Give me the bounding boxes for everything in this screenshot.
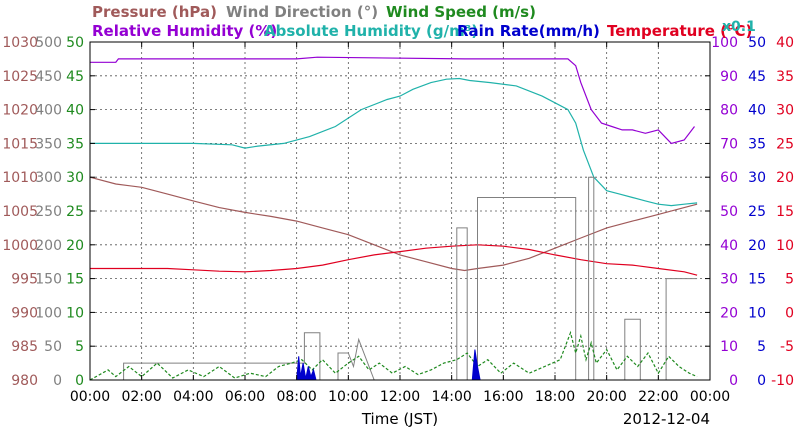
y-tick-label-wind-speed: 35 [66, 136, 84, 152]
y-tick-label-pressure: 985 [11, 339, 38, 355]
legend-absolute-humidity: Absolute Humidity (g/m³) [264, 22, 478, 40]
x-tick-label: 16:00 [483, 389, 523, 405]
y-tick-label-wind-speed: 40 [66, 103, 84, 119]
y-tick-label-relative-humidity: 90 [720, 69, 738, 85]
y-tick-label-rain-rate: 35 [748, 136, 766, 152]
y-tick-label-relative-humidity: 0 [729, 373, 738, 389]
y-tick-label-temperature: 40 [776, 35, 794, 51]
y-tick-label-wind-speed: 30 [66, 170, 84, 186]
y-tick-label-wind-direction: 500 [35, 35, 62, 51]
y-tick-label-relative-humidity: 30 [720, 272, 738, 288]
series-rain-rate-area [296, 349, 481, 381]
y-tick-label-temperature: 10 [776, 238, 794, 254]
y-tick-label-temperature: -10 [771, 373, 794, 389]
date-label: 2012-12-04 [623, 410, 710, 428]
y-tick-label-pressure: 1020 [2, 103, 38, 119]
y-tick-label-temperature: 20 [776, 170, 794, 186]
y-tick-label-pressure: 990 [11, 305, 38, 321]
y-tick-label-relative-humidity: 80 [720, 103, 738, 119]
y-tick-label-temperature: 35 [776, 69, 794, 85]
x-tick-label: 00:00 [690, 389, 730, 405]
y-tick-label-rain-rate: 40 [748, 103, 766, 119]
legend-wind-direction: Wind Direction (°) [226, 3, 378, 21]
y-tick-label-relative-humidity: 10 [720, 339, 738, 355]
y-tick-label-rain-rate: 25 [748, 204, 766, 220]
rain-scale-note: x0.1 [722, 19, 756, 35]
y-tick-label-wind-speed: 15 [66, 272, 84, 288]
y-tick-label-temperature: 25 [776, 136, 794, 152]
y-tick-label-relative-humidity: 70 [720, 136, 738, 152]
x-tick-label: 08:00 [276, 389, 316, 405]
y-tick-label-temperature: 0 [785, 305, 794, 321]
y-tick-label-rain-rate: 10 [748, 305, 766, 321]
y-tick-label-pressure: 1005 [2, 204, 38, 220]
y-tick-label-relative-humidity: 100 [711, 35, 738, 51]
y-tick-label-wind-speed: 45 [66, 69, 84, 85]
y-tick-label-pressure: 1000 [2, 238, 38, 254]
y-tick-label-wind-direction: 100 [35, 305, 62, 321]
y-tick-label-wind-speed: 25 [66, 204, 84, 220]
legend-relative-humidity: Relative Humidity (%) [92, 22, 277, 40]
y-tick-label-rain-rate: 15 [748, 272, 766, 288]
y-tick-label-wind-speed: 0 [75, 373, 84, 389]
x-tick-label: 20:00 [586, 389, 626, 405]
y-tick-label-pressure: 995 [11, 272, 38, 288]
y-tick-label-temperature: 30 [776, 103, 794, 119]
y-tick-label-rain-rate: 30 [748, 170, 766, 186]
y-tick-label-pressure: 1025 [2, 69, 38, 85]
y-tick-label-wind-direction: 250 [35, 204, 62, 220]
series-temperature-line [90, 244, 698, 276]
series-wind-speed-line [89, 330, 698, 381]
legend-pressure: Pressure (hPa) [92, 3, 217, 21]
y-tick-label-wind-speed: 5 [75, 339, 84, 355]
y-tick-label-wind-direction: 50 [44, 339, 62, 355]
y-tick-label-wind-direction: 150 [35, 272, 62, 288]
x-tick-label: 14:00 [431, 389, 471, 405]
legend-temperature: Temperature (°C) [607, 22, 752, 40]
y-tick-label-wind-direction: 400 [35, 103, 62, 119]
y-tick-label-temperature: 5 [785, 272, 794, 288]
y-tick-label-wind-direction: 0 [53, 373, 62, 389]
y-tick-label-relative-humidity: 60 [720, 170, 738, 186]
x-tick-label: 02:00 [121, 389, 161, 405]
series-wind-speed-line [90, 77, 698, 207]
x-tick-label: 06:00 [225, 389, 265, 405]
y-tick-label-relative-humidity: 20 [720, 305, 738, 321]
y-tick-label-pressure: 1010 [2, 170, 38, 186]
y-tick-label-rain-rate: 5 [757, 339, 766, 355]
y-tick-label-wind-direction: 450 [35, 69, 62, 85]
y-tick-label-pressure: 1015 [2, 136, 38, 152]
y-tick-label-rain-rate: 50 [748, 35, 766, 51]
y-tick-label-wind-direction: 300 [35, 170, 62, 186]
x-tick-label: 04:00 [173, 389, 213, 405]
x-axis-label: Time (JST) [361, 410, 438, 428]
legend-rain-rate: Rain Rate(mm/h) [457, 22, 600, 40]
x-tick-label: 10:00 [328, 389, 368, 405]
y-tick-label-temperature: -5 [780, 339, 794, 355]
y-tick-label-wind-speed: 10 [66, 305, 84, 321]
y-tick-label-rain-rate: 45 [748, 69, 766, 85]
x-tick-label: 12:00 [380, 389, 420, 405]
y-tick-label-temperature: 15 [776, 204, 794, 220]
y-tick-label-relative-humidity: 40 [720, 238, 738, 254]
y-tick-label-wind-direction: 350 [35, 136, 62, 152]
y-tick-label-rain-rate: 0 [757, 373, 766, 389]
y-tick-label-wind-direction: 200 [35, 238, 62, 254]
y-tick-label-rain-rate: 20 [748, 238, 766, 254]
y-tick-label-relative-humidity: 50 [720, 204, 738, 220]
y-tick-label-wind-speed: 50 [66, 35, 84, 51]
y-tick-label-pressure: 980 [11, 373, 38, 389]
series-pressure-line [89, 176, 698, 272]
legend-wind-speed: Wind Speed (m/s) [386, 3, 536, 21]
x-tick-label: 22:00 [638, 389, 678, 405]
y-tick-label-pressure: 1030 [2, 35, 38, 51]
y-tick-label-wind-speed: 20 [66, 238, 84, 254]
x-tick-label: 00:00 [70, 389, 110, 405]
x-tick-label: 18:00 [535, 389, 575, 405]
series-relative-humidity-line [90, 56, 695, 145]
